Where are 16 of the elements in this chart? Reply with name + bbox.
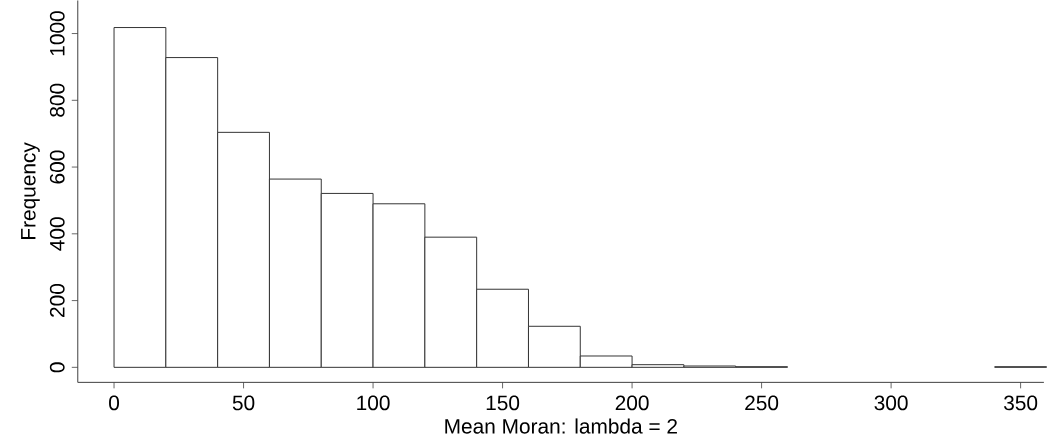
- y-tick-label: 400: [49, 217, 65, 251]
- y-tick-label: 200: [49, 283, 65, 317]
- x-tick-label: 250: [745, 395, 779, 411]
- y-tick-label: 1000: [49, 11, 65, 56]
- y-tick-label: 0: [49, 362, 65, 373]
- x-tick-label: 100: [357, 395, 390, 411]
- x-tick-label: 50: [232, 395, 255, 411]
- x-tick-label: 350: [1004, 395, 1038, 411]
- x-axis-title: Mean Moran: lambda = 2: [445, 418, 677, 434]
- x-tick-label: 200: [615, 395, 649, 411]
- y-tick-label: 800: [49, 83, 65, 117]
- x-tick-label: 150: [486, 395, 520, 411]
- y-tick-label: 600: [49, 150, 65, 184]
- y-axis-title: Frequency: [21, 142, 40, 239]
- x-tick-label: 0: [109, 395, 120, 411]
- x-tick-label: 300: [874, 395, 908, 411]
